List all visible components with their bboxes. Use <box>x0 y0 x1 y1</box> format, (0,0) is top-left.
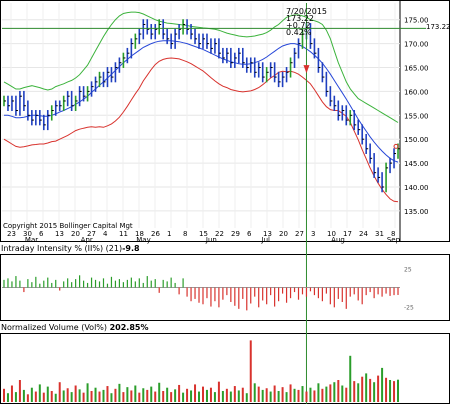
month-tick-label: Jul <box>261 236 271 244</box>
day-tick-label: 31 <box>375 230 384 238</box>
day-tick-label: 13 <box>263 230 272 238</box>
day-tick-label: 29 <box>231 230 240 238</box>
day-tick-label: 8 <box>391 230 395 238</box>
last-value-label: 173.22 <box>426 23 450 31</box>
ii-param: (21) <box>105 244 123 253</box>
price-annotation-change: +0.72 <box>286 21 311 30</box>
day-tick-label: 1 <box>167 230 171 238</box>
day-tick-label: 17 <box>343 230 352 238</box>
month-tick-label: Mar <box>25 236 38 244</box>
vol-last-value: 202.85% <box>109 323 149 332</box>
month-tick-label: Jun <box>205 236 217 244</box>
price-y-tick-label: 145.00 <box>404 160 429 168</box>
price-y-tick-label: 150.00 <box>404 136 429 144</box>
price-y-tick-label: 160.00 <box>404 88 429 96</box>
ii-last-value: -9.8 <box>122 244 140 253</box>
month-tick-label: Apr <box>81 236 93 244</box>
ii-y-tick-label: 25 <box>404 266 412 273</box>
middle-band-line <box>4 40 399 163</box>
day-tick-label: 20 <box>279 230 288 238</box>
day-tick-label: 8 <box>183 230 187 238</box>
price-copyright: Copyright 2015 Bollinger Capital Mgt <box>3 222 133 230</box>
day-tick-label: 26 <box>151 230 160 238</box>
price-annotation-date: 7/20/2015 <box>286 7 328 16</box>
sell-signal-marker <box>303 65 310 74</box>
day-tick-label: 20 <box>71 230 80 238</box>
day-tick-label: 10 <box>327 230 336 238</box>
day-tick-label: 4 <box>103 230 108 238</box>
price-annotation-close: 173.22 <box>286 14 314 23</box>
day-tick-label: 22 <box>215 230 224 238</box>
price-y-tick-label: 155.00 <box>404 112 429 120</box>
day-tick-label: 23 <box>7 230 16 238</box>
month-tick-label: Aug <box>331 236 345 244</box>
day-tick-label: 18 <box>135 230 144 238</box>
lower-band-line <box>3 57 399 203</box>
upper-band-line <box>3 11 399 123</box>
price-y-tick-label: 170.00 <box>404 41 429 49</box>
price-y-tick-label: 135.00 <box>404 208 429 216</box>
day-tick-label: 15 <box>199 230 208 238</box>
day-tick-label: 3 <box>311 230 315 238</box>
price-y-tick-label: 140.00 <box>404 184 429 192</box>
vol-title: Normalized Volume (Vol%) <box>1 323 108 332</box>
price-y-tick-label: 175.00 <box>404 17 429 25</box>
price-frame <box>0 0 450 242</box>
price-y-tick-label: 165.00 <box>404 65 429 73</box>
day-tick-label: 24 <box>359 230 368 238</box>
month-tick-label: Sep <box>387 236 401 244</box>
day-tick-label: 11 <box>119 230 128 238</box>
last-point-marker <box>393 143 399 149</box>
month-tick-label: May <box>136 236 150 244</box>
ii-y-tick-label: -25 <box>404 305 414 312</box>
day-tick-label: 13 <box>55 230 64 238</box>
vol-pane-title: Normalized Volume (Vol%) 202.85% <box>1 323 148 332</box>
day-tick-label: 27 <box>295 230 304 238</box>
day-tick-label: 27 <box>87 230 96 238</box>
ii-pane-title: Intraday Intensity % (II%) (21)-9.8 <box>1 244 140 253</box>
day-tick-label: 30 <box>23 230 32 238</box>
ii-title: Intraday Intensity % (II%) <box>1 244 104 253</box>
day-tick-label: 6 <box>247 230 252 238</box>
day-tick-label: 6 <box>39 230 44 238</box>
price-annotation-pct: 0.42% <box>286 28 312 37</box>
